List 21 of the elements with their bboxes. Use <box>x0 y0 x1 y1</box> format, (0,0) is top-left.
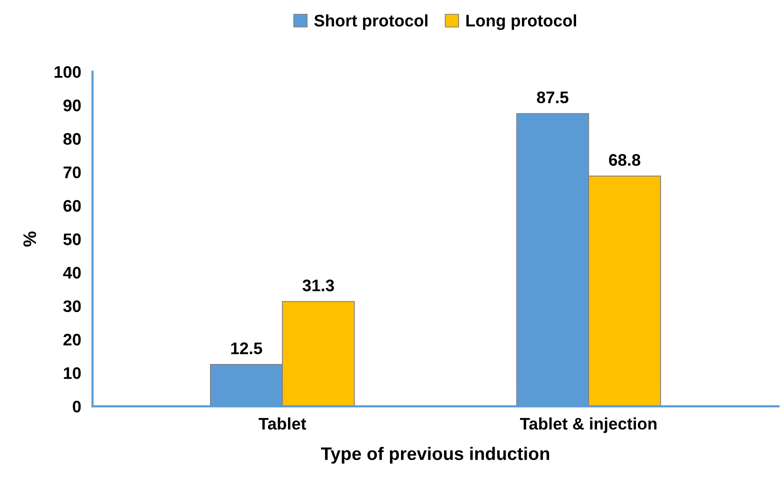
y-tick-label: 60 <box>63 200 81 212</box>
y-tick-label: 10 <box>64 367 81 380</box>
y-tick-label: 30 <box>63 300 81 312</box>
y-tick-label: 70 <box>64 166 81 178</box>
y-tick-label: 20 <box>63 334 81 346</box>
x-axis-title: Type of previous induction <box>321 446 550 464</box>
x-tick-label: Tablet <box>258 417 306 430</box>
data-label: 68.8 <box>609 154 640 166</box>
y-tick-label: 100 <box>54 66 81 78</box>
x-tick-label: Tablet & injection <box>520 417 656 433</box>
data-label: 87.5 <box>536 91 568 104</box>
y-tick-label: 0 <box>72 400 81 413</box>
y-tick-label: 50 <box>63 233 81 246</box>
y-axis-title: % <box>23 231 36 247</box>
legend-label: Short protocol <box>314 14 428 30</box>
y-tick-label: 40 <box>63 266 81 279</box>
y-tick-label: 90 <box>63 100 81 112</box>
data-label: 12.5 <box>231 342 262 354</box>
legend-label: Long protocol <box>466 14 576 30</box>
data-label: 31.3 <box>302 280 334 292</box>
y-tick-label: 80 <box>63 133 81 145</box>
